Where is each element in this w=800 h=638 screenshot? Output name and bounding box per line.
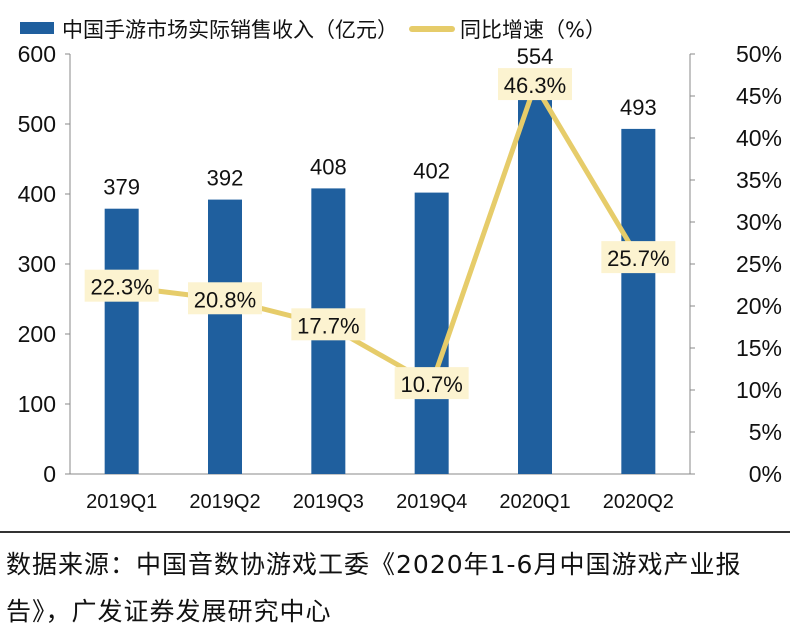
left-tick-label: 0 bbox=[43, 461, 56, 487]
right-tick-label: 40% bbox=[736, 125, 782, 151]
line-label: 10.7% bbox=[400, 372, 462, 397]
legend-bar-swatch bbox=[20, 22, 54, 34]
right-tick-label: 25% bbox=[736, 251, 782, 277]
right-tick-label: 15% bbox=[736, 335, 782, 361]
line-label-box bbox=[498, 68, 572, 101]
divider bbox=[0, 531, 790, 533]
line-label-box bbox=[291, 308, 366, 341]
left-tick-label: 300 bbox=[18, 251, 56, 277]
x-tick-label: 2019Q2 bbox=[189, 491, 260, 513]
line-label-box bbox=[188, 282, 262, 315]
right-tick-label: 30% bbox=[736, 209, 782, 235]
right-tick-label: 45% bbox=[736, 83, 782, 109]
right-tick-label: 35% bbox=[736, 167, 782, 193]
legend-line-label: 同比增速（%） bbox=[460, 18, 606, 42]
right-tick-label: 5% bbox=[749, 419, 782, 445]
chart: 0 100 200 300 400 500 600 0% 5% 10% 15% 20% 25% 30% 35… bbox=[18, 18, 782, 513]
growth-line bbox=[121, 79, 641, 388]
line-label: 46.3% bbox=[504, 73, 566, 98]
right-tick-label: 20% bbox=[736, 293, 782, 319]
bar bbox=[208, 199, 242, 474]
bar-label: 379 bbox=[103, 175, 140, 200]
line-label-box bbox=[601, 241, 676, 274]
bar bbox=[104, 208, 139, 474]
bar bbox=[518, 86, 552, 474]
x-tick-label: 2019Q4 bbox=[396, 491, 467, 513]
right-tick-label: 0% bbox=[749, 461, 782, 487]
x-tick-label: 2019Q1 bbox=[86, 491, 157, 513]
line-label: 17.7% bbox=[297, 313, 359, 338]
bar-label: 392 bbox=[207, 166, 244, 191]
right-tick-label: 50% bbox=[736, 41, 782, 67]
bar bbox=[621, 128, 656, 474]
line-label: 25.7% bbox=[607, 246, 669, 271]
line-label-box bbox=[84, 269, 159, 302]
bar bbox=[414, 192, 449, 474]
legend-bar-label: 中国手游市场实际销售收入（亿元） bbox=[62, 18, 398, 42]
bar-label: 554 bbox=[517, 44, 554, 69]
right-tick-label: 10% bbox=[736, 377, 782, 403]
x-tick-label: 2020Q2 bbox=[603, 491, 674, 513]
left-tick-label: 200 bbox=[18, 321, 56, 347]
source-line-1: 数据来源：中国音数协游戏工委《2020年1-6月中国游戏产业报 bbox=[6, 550, 742, 579]
left-tick-label: 400 bbox=[18, 181, 56, 207]
left-tick-label: 100 bbox=[18, 391, 56, 417]
left-tick-label: 600 bbox=[18, 41, 56, 67]
left-tick-label: 500 bbox=[18, 111, 56, 137]
bar-label: 402 bbox=[413, 159, 450, 184]
source-line-2: 告》，广发证券发展研究中心 bbox=[6, 597, 332, 626]
line-label: 22.3% bbox=[90, 275, 152, 300]
x-tick-label: 2020Q1 bbox=[499, 491, 570, 513]
x-tick-label: 2019Q3 bbox=[293, 491, 364, 513]
line-label-box bbox=[394, 367, 469, 400]
bar-label: 408 bbox=[310, 154, 347, 179]
bar-label: 493 bbox=[620, 95, 657, 120]
line-label: 20.8% bbox=[194, 287, 256, 312]
